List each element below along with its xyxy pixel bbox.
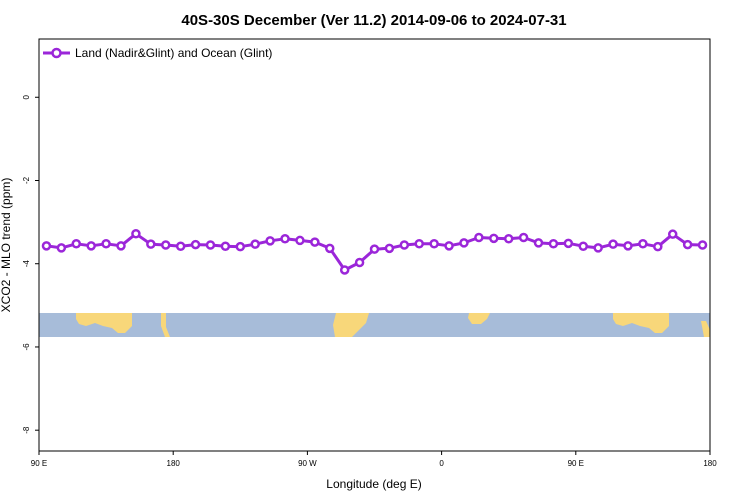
y-tick-label: -6: [22, 343, 31, 351]
x-tick-label: 0: [439, 459, 444, 468]
series-point: [339, 265, 350, 275]
legend: Land (Nadir&Glint) and Ocean (Glint): [43, 46, 272, 60]
x-tick-label: 180: [703, 459, 717, 468]
y-tick-label: 0: [22, 94, 31, 99]
series-point: [653, 241, 663, 252]
series-point: [325, 243, 335, 254]
series-point: [489, 233, 499, 244]
series-point: [608, 239, 618, 249]
plot-frame: [38, 38, 711, 452]
series-point: [175, 241, 186, 251]
series-point: [160, 240, 171, 250]
series-point: [56, 243, 67, 253]
series-point: [41, 241, 52, 251]
series-point: [265, 236, 275, 246]
series-point: [593, 243, 603, 253]
y-tick-label: -2: [22, 176, 31, 184]
land-south-america: [333, 313, 369, 337]
series-point: [310, 237, 320, 247]
series-point: [86, 241, 96, 251]
series-point: [399, 240, 410, 250]
series-point: [146, 239, 156, 249]
legend-marker-swatch: [51, 47, 62, 59]
series-point: [563, 238, 574, 249]
map-land: [76, 313, 710, 337]
land-australia-repeat: [613, 313, 669, 333]
series-point: [474, 232, 484, 243]
series-point: [623, 241, 633, 251]
chart-title: 40S-30S December (Ver 11.2) 2014-09-06 t…: [181, 12, 566, 29]
series-point: [533, 238, 544, 248]
y-axis-ticks: 0 -2 -4 -6 -8: [22, 94, 39, 434]
series-point: [205, 240, 216, 250]
series-point: [295, 235, 305, 246]
series-point: [280, 234, 290, 244]
series-point: [444, 241, 454, 251]
land-tasmania-newzealand: [161, 313, 170, 337]
series-point: [429, 239, 439, 249]
map-ocean: [39, 313, 710, 337]
series-point: [459, 238, 469, 248]
series-point: [548, 239, 559, 249]
x-tick-label: 90 E: [568, 459, 584, 468]
x-axis-ticks: 90 E 180 90 W 0 90 E 180: [31, 451, 717, 468]
land-australia: [76, 313, 132, 333]
series-point: [220, 241, 231, 251]
series-point: [503, 234, 514, 244]
series-point: [682, 239, 693, 250]
series-point: [71, 239, 82, 249]
series-point: [518, 232, 529, 243]
x-tick-label: 180: [167, 459, 181, 468]
series-point: [250, 239, 260, 249]
series-point: [369, 244, 380, 254]
series-point: [638, 239, 648, 249]
series-point: [354, 257, 365, 268]
series-point: [131, 229, 141, 239]
x-tick-label: 90 W: [298, 459, 317, 468]
x-axis-label: Longitude (deg E): [326, 477, 421, 491]
y-tick-label: -8: [22, 426, 31, 434]
series-point: [697, 240, 708, 250]
land-newzealand-repeat: [701, 321, 710, 337]
series-points: [41, 229, 708, 275]
legend-label: Land (Nadir&Glint) and Ocean (Glint): [75, 46, 272, 60]
series-point: [578, 241, 589, 251]
y-axis-label: XCO2 - MLO trend (ppm): [0, 178, 13, 313]
land-africa: [468, 313, 490, 324]
y-tick-label: -4: [22, 260, 31, 268]
series-point: [384, 243, 395, 254]
series-point: [101, 239, 111, 249]
series-point: [116, 241, 126, 251]
series-point: [414, 239, 424, 249]
x-tick-label: 90 E: [31, 459, 47, 468]
map-strip: [39, 313, 710, 337]
series-point: [190, 239, 201, 250]
series-point: [667, 229, 678, 239]
series-point: [235, 241, 246, 252]
